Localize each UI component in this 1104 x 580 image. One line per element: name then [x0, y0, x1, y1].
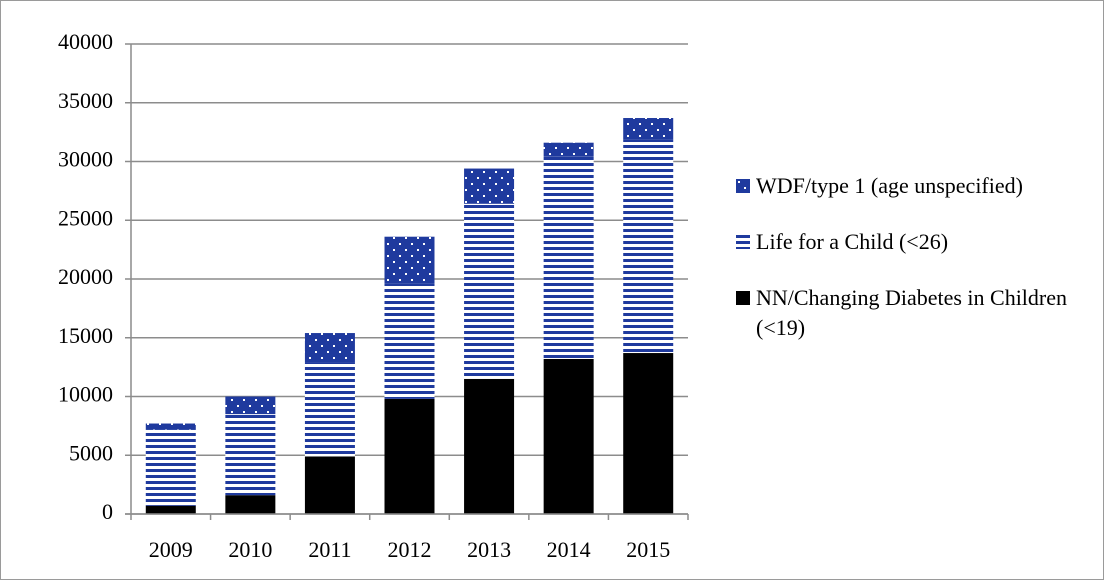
- bar-segment: [225, 414, 276, 496]
- bar-segment: [384, 236, 435, 284]
- legend-label: Life for a Child (<26): [756, 229, 949, 254]
- legend-swatch: [736, 291, 750, 305]
- y-tick-label: 30000: [58, 147, 113, 172]
- x-tick-label: 2011: [308, 537, 351, 562]
- y-tick-label: 15000: [58, 323, 113, 348]
- bar-segment: [304, 362, 355, 457]
- x-tick-label: 2012: [388, 537, 432, 562]
- legend-label: WDF/type 1 (age unspecified): [756, 173, 1023, 198]
- legend-item: Life for a Child (<26): [734, 227, 1094, 257]
- y-tick-label: 25000: [58, 205, 113, 230]
- y-tick-label: 10000: [58, 382, 113, 407]
- bar-segment: [623, 353, 674, 514]
- y-tick-label: 0: [102, 499, 113, 524]
- bar-segment: [543, 358, 594, 514]
- legend-swatch: [736, 179, 750, 193]
- y-tick-label: 40000: [58, 29, 113, 54]
- y-tick-label: 35000: [58, 88, 113, 113]
- bar-segment: [464, 168, 515, 204]
- bar-segment: [543, 156, 594, 359]
- y-tick-label: 5000: [69, 440, 113, 465]
- bar-segment: [464, 203, 515, 379]
- bar-segment: [304, 333, 355, 363]
- legend-label: NN/Changing Diabetes in Children (<19): [756, 285, 1068, 340]
- bar-segment: [384, 283, 435, 399]
- bar-segment: [623, 118, 674, 140]
- x-tick-label: 2014: [547, 537, 591, 562]
- bar-segment: [384, 398, 435, 514]
- x-tick-label: 2009: [149, 537, 193, 562]
- legend-swatch: [736, 235, 750, 249]
- bar-segment: [543, 142, 594, 157]
- x-tick-label: 2015: [626, 537, 670, 562]
- legend: WDF/type 1 (age unspecified) Life for a C…: [734, 171, 1094, 369]
- bar-segment: [145, 423, 196, 430]
- x-tick-label: 2013: [467, 537, 511, 562]
- legend-item: NN/Changing Diabetes in Children (<19): [734, 283, 1094, 343]
- bar-segment: [225, 396, 276, 415]
- y-tick-label: 20000: [58, 264, 113, 289]
- legend-item: WDF/type 1 (age unspecified): [734, 171, 1094, 201]
- x-tick-label: 2010: [228, 537, 272, 562]
- bar-segment: [623, 139, 674, 354]
- bar-segment: [304, 456, 355, 514]
- bar-segment: [464, 378, 515, 514]
- bar-segment: [225, 495, 276, 514]
- bar-segment: [145, 429, 196, 506]
- bar-segment: [145, 505, 196, 514]
